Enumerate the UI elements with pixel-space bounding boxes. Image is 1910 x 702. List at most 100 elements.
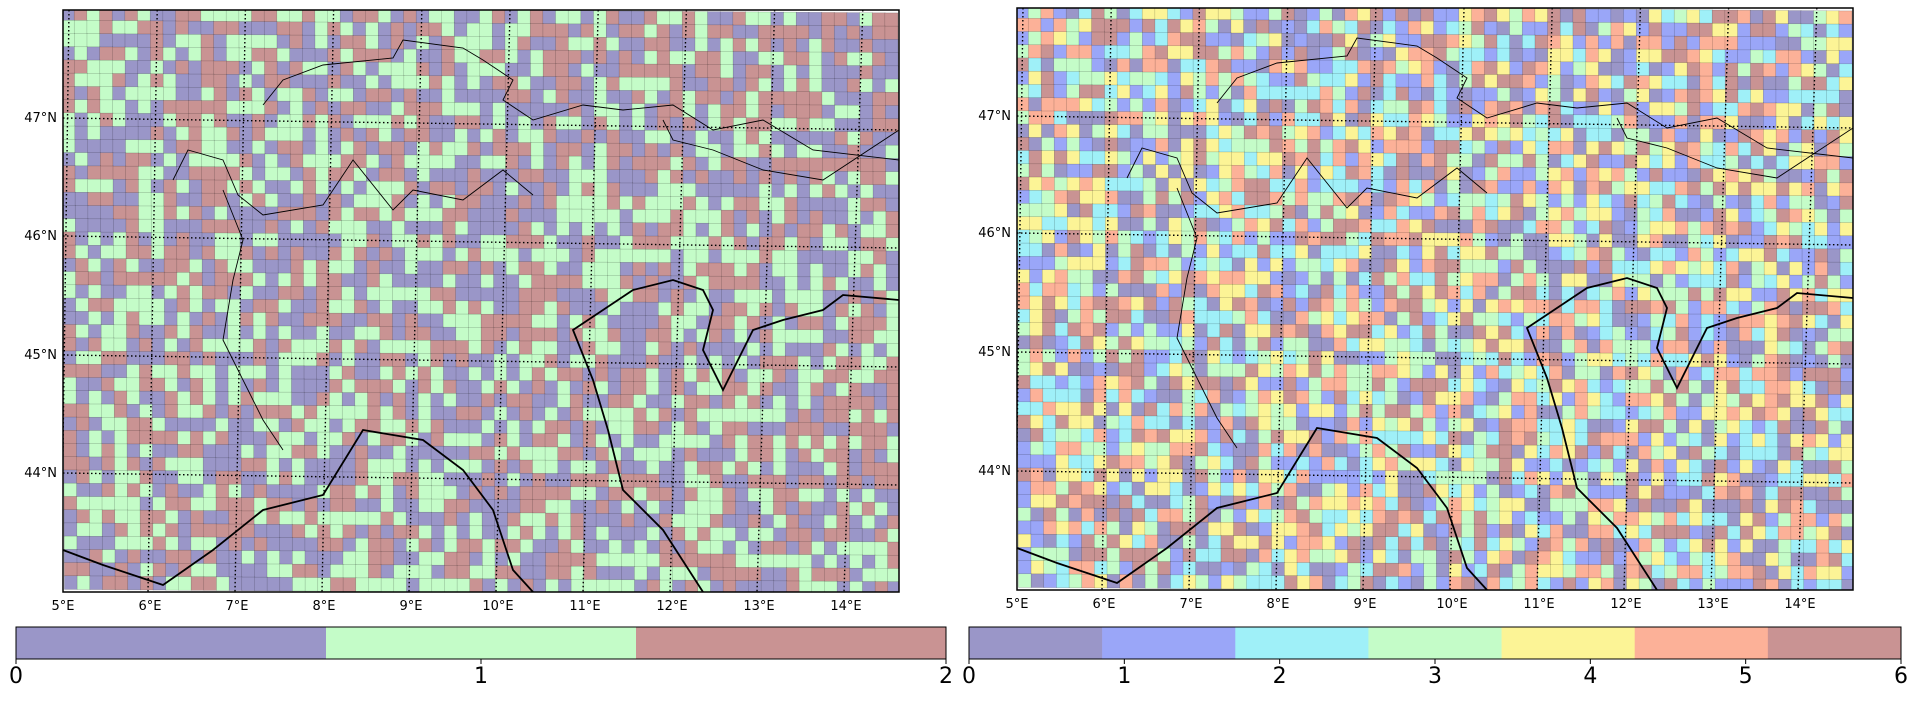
map-cell bbox=[480, 327, 495, 342]
map-cell bbox=[113, 324, 128, 339]
map-cell bbox=[1169, 402, 1183, 417]
map-cell bbox=[1700, 247, 1715, 262]
map-cell bbox=[1167, 71, 1182, 87]
map-cell bbox=[795, 12, 810, 27]
map-cell bbox=[1358, 324, 1373, 339]
map-cell bbox=[646, 420, 660, 436]
map-cell bbox=[1776, 314, 1791, 329]
map-cell bbox=[1624, 233, 1638, 249]
map-cell bbox=[340, 193, 355, 209]
map-cell bbox=[177, 510, 192, 525]
map-cell bbox=[1510, 299, 1525, 314]
map-cell bbox=[214, 219, 228, 234]
map-cell bbox=[1219, 283, 1233, 299]
map-cell bbox=[594, 156, 608, 171]
map-cell bbox=[810, 475, 825, 490]
map-cell bbox=[139, 457, 154, 472]
map-cell bbox=[100, 231, 114, 247]
map-cell bbox=[380, 498, 395, 513]
map-cell bbox=[506, 419, 521, 435]
map-cell bbox=[518, 221, 532, 236]
map-cell bbox=[403, 75, 418, 90]
map-cell bbox=[1357, 46, 1372, 62]
map-cell bbox=[240, 444, 255, 459]
map-cell bbox=[644, 196, 659, 211]
map-cell bbox=[431, 538, 445, 553]
map-cell bbox=[631, 90, 646, 105]
map-cell bbox=[658, 394, 673, 409]
map-cell bbox=[1143, 389, 1158, 404]
map-cell bbox=[114, 509, 129, 524]
map-cell bbox=[1585, 101, 1600, 116]
map-cell bbox=[760, 461, 774, 476]
map-cell bbox=[1104, 124, 1119, 139]
map-cell bbox=[163, 192, 178, 207]
map-cell bbox=[542, 63, 557, 78]
map-cell bbox=[1484, 153, 1499, 168]
map-cell bbox=[1017, 97, 1030, 112]
map-cell bbox=[1397, 364, 1411, 379]
map-cell bbox=[1129, 98, 1144, 113]
map-cell bbox=[1572, 21, 1587, 37]
map-cell bbox=[316, 458, 331, 473]
map-cell bbox=[530, 129, 545, 144]
map-cell bbox=[404, 273, 419, 288]
map-cell bbox=[518, 261, 533, 276]
map-cell bbox=[213, 34, 227, 49]
map-cell bbox=[798, 448, 812, 463]
map-cell bbox=[631, 143, 646, 158]
map-cell bbox=[127, 523, 141, 538]
map-cell bbox=[302, 34, 316, 50]
map-cell bbox=[391, 194, 406, 209]
map-cell bbox=[1751, 353, 1766, 369]
map-cell bbox=[1256, 85, 1270, 100]
map-cell bbox=[747, 434, 761, 450]
map-cell bbox=[1624, 260, 1639, 275]
map-cell bbox=[254, 576, 268, 592]
map-cell bbox=[872, 171, 887, 186]
map-cell bbox=[126, 351, 140, 366]
map-cell bbox=[304, 524, 319, 539]
map-cell bbox=[1800, 23, 1815, 38]
map-cell bbox=[1547, 21, 1561, 36]
map-cell bbox=[1726, 406, 1741, 421]
map-cell bbox=[150, 179, 165, 194]
map-cell bbox=[1574, 326, 1588, 341]
map-cell bbox=[391, 114, 405, 130]
map-cell bbox=[873, 303, 887, 318]
map-cell bbox=[467, 128, 481, 143]
map-cell bbox=[1650, 300, 1664, 315]
map-cell bbox=[456, 525, 471, 540]
map-cell bbox=[619, 169, 633, 184]
map-cell bbox=[798, 567, 813, 582]
map-cell bbox=[1283, 350, 1297, 365]
map-cell bbox=[531, 287, 545, 303]
map-cell bbox=[506, 459, 521, 474]
map-cell bbox=[1118, 402, 1133, 417]
map-cell bbox=[479, 22, 493, 38]
map-cell bbox=[1409, 232, 1423, 247]
map-cell bbox=[582, 341, 596, 356]
map-cell bbox=[481, 419, 495, 434]
map-cell bbox=[859, 91, 874, 106]
map-cell bbox=[441, 128, 456, 143]
map-cell bbox=[658, 421, 673, 436]
map-cell bbox=[442, 287, 457, 302]
map-cell bbox=[784, 236, 798, 251]
map-cell bbox=[1357, 8, 1371, 22]
map-cell bbox=[631, 63, 646, 78]
map-cell bbox=[1055, 375, 1069, 390]
map-cell bbox=[621, 513, 635, 528]
map-cell bbox=[189, 298, 203, 313]
map-cell bbox=[1067, 388, 1082, 403]
map-cell bbox=[784, 170, 798, 185]
map-cell bbox=[708, 289, 723, 304]
map-cell bbox=[416, 194, 431, 209]
map-cell bbox=[1473, 391, 1487, 406]
map-cell bbox=[1371, 311, 1386, 326]
map-cell bbox=[226, 74, 240, 89]
map-cell bbox=[1549, 352, 1563, 367]
map-cell bbox=[1701, 366, 1715, 381]
map-cell bbox=[798, 554, 813, 569]
map-cell bbox=[1219, 336, 1234, 352]
